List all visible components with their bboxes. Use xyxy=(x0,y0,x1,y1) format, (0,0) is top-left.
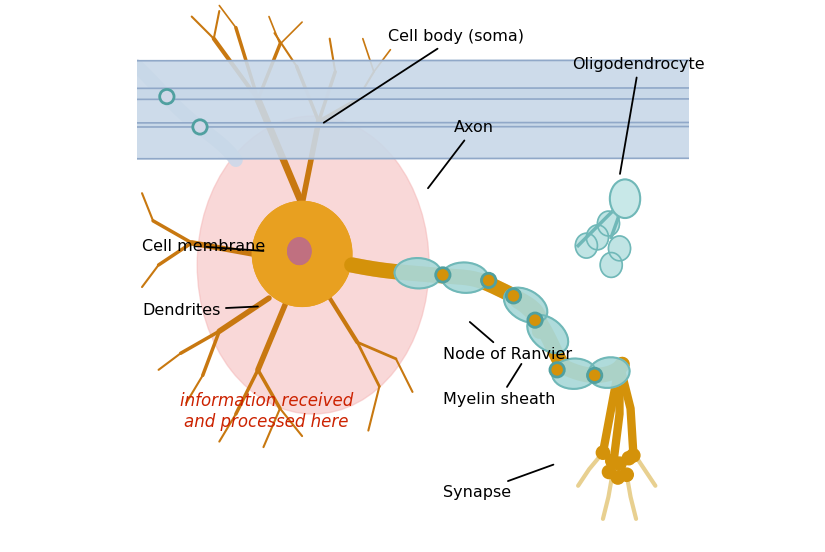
Text: Dendrites: Dendrites xyxy=(142,302,258,317)
Text: information received
and processed here: information received and processed here xyxy=(180,392,353,431)
Ellipse shape xyxy=(587,225,609,250)
Ellipse shape xyxy=(441,262,488,293)
Ellipse shape xyxy=(394,258,441,289)
Text: Cell body (soma): Cell body (soma) xyxy=(323,29,524,123)
Text: Axon: Axon xyxy=(428,120,494,188)
Circle shape xyxy=(613,457,626,470)
Ellipse shape xyxy=(504,288,547,323)
Ellipse shape xyxy=(552,358,596,389)
Ellipse shape xyxy=(597,211,620,236)
Circle shape xyxy=(587,368,601,383)
Circle shape xyxy=(482,273,496,288)
Circle shape xyxy=(627,449,640,462)
Circle shape xyxy=(193,120,207,134)
Circle shape xyxy=(602,465,615,479)
Ellipse shape xyxy=(588,357,629,388)
Text: Oligodendrocyte: Oligodendrocyte xyxy=(573,57,705,174)
Ellipse shape xyxy=(0,121,825,161)
Ellipse shape xyxy=(610,179,640,218)
Circle shape xyxy=(160,89,174,104)
Ellipse shape xyxy=(252,201,351,306)
Circle shape xyxy=(550,363,564,377)
Ellipse shape xyxy=(288,238,311,264)
Text: Myelin sheath: Myelin sheath xyxy=(443,364,555,407)
Ellipse shape xyxy=(575,233,597,258)
Ellipse shape xyxy=(527,315,568,353)
Circle shape xyxy=(436,268,450,282)
Ellipse shape xyxy=(197,116,429,414)
Ellipse shape xyxy=(0,87,825,129)
Circle shape xyxy=(507,289,521,303)
Ellipse shape xyxy=(288,238,311,264)
Ellipse shape xyxy=(600,252,622,277)
Circle shape xyxy=(528,313,542,327)
Circle shape xyxy=(596,446,610,459)
Ellipse shape xyxy=(609,236,630,261)
Ellipse shape xyxy=(0,59,825,101)
Text: Node of Ranvier: Node of Ranvier xyxy=(443,322,572,362)
Text: Cell membrane: Cell membrane xyxy=(142,239,266,254)
Circle shape xyxy=(622,452,635,465)
Text: Synapse: Synapse xyxy=(443,465,554,500)
Circle shape xyxy=(606,454,619,468)
Ellipse shape xyxy=(252,201,351,306)
Circle shape xyxy=(611,471,625,484)
Circle shape xyxy=(620,468,634,481)
